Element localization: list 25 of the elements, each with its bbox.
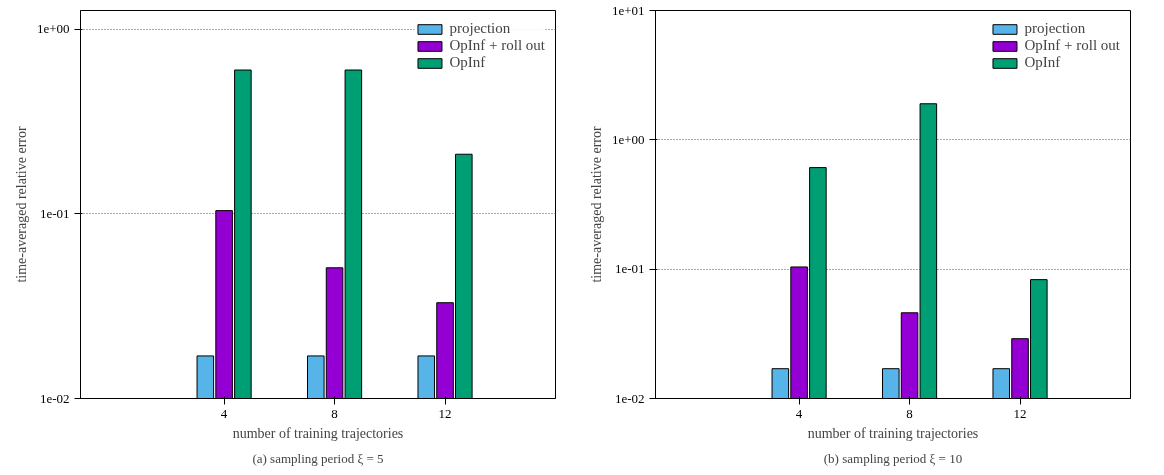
y-axis-title: time-averaged relative error <box>13 126 29 283</box>
x-tick-label: 12 <box>1013 405 1027 421</box>
x-tick-label: 4 <box>795 405 803 421</box>
y-tick-label: 1e-01 <box>614 261 645 277</box>
x-tick-label: 8 <box>906 405 913 421</box>
x-tick-label: 8 <box>331 405 338 421</box>
y-axis-title: time-averaged relative error <box>588 126 604 283</box>
y-tick-label: 1e-02 <box>39 390 70 406</box>
legend-label: OpInf + roll out <box>1024 37 1120 54</box>
y-tick-label: 1e+00 <box>36 21 70 37</box>
legend-label: OpInf <box>1024 54 1061 71</box>
x-tick-label: 4 <box>220 405 228 421</box>
x-axis-title: number of training trajectories <box>807 425 979 441</box>
y-tick-label: 1e+01 <box>611 2 645 18</box>
y-tick-label: 1e+00 <box>611 131 645 147</box>
y-tick-label: 1e-02 <box>614 390 645 406</box>
legend-label: projection <box>1024 20 1086 37</box>
x-tick-label: 12 <box>438 405 452 421</box>
legend-label: projection <box>449 20 511 37</box>
y-tick-label: 1e-01 <box>39 205 70 221</box>
legend-label: OpInf + roll out <box>449 37 545 54</box>
text: (b) sampling period ξ = 10 <box>823 450 963 466</box>
text: (a) sampling period ξ = 5 <box>252 450 384 466</box>
x-axis-title: number of training trajectories <box>232 425 404 441</box>
legend-label: OpInf <box>449 54 486 71</box>
